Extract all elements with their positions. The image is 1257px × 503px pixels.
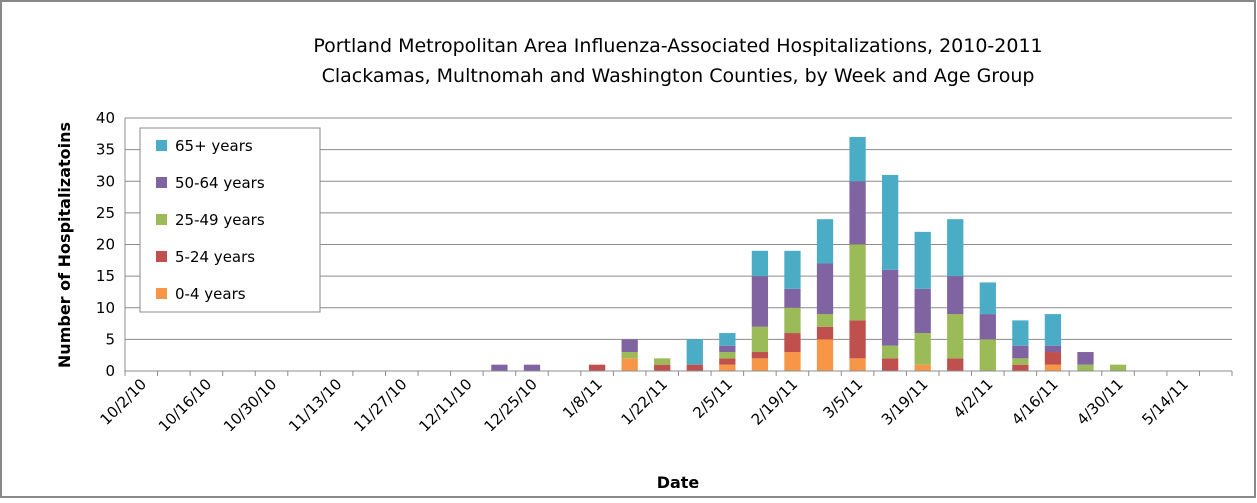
legend-label: 5-24 years bbox=[175, 248, 255, 266]
bar-segment bbox=[881, 358, 899, 371]
y-tick-label: 10 bbox=[96, 299, 115, 317]
bar-segment bbox=[686, 364, 703, 371]
y-tick-label: 20 bbox=[96, 236, 115, 254]
bar-segment bbox=[654, 358, 671, 365]
bar-segment bbox=[1109, 364, 1127, 371]
bar-segment bbox=[784, 352, 801, 371]
bar-segment bbox=[914, 364, 931, 371]
bar-segment bbox=[719, 358, 736, 365]
y-tick-label: 0 bbox=[105, 362, 115, 380]
bar-segment bbox=[979, 314, 996, 340]
bar-segment bbox=[816, 339, 834, 371]
bar-segment bbox=[719, 364, 736, 371]
bar-segment bbox=[947, 314, 964, 359]
bar-segment bbox=[979, 282, 996, 315]
y-tick-label: 40 bbox=[96, 109, 115, 127]
bar-segment bbox=[849, 244, 866, 321]
y-tick-label: 30 bbox=[96, 172, 115, 190]
bar-segment bbox=[816, 326, 834, 340]
y-tick-label: 35 bbox=[96, 141, 115, 159]
y-tick-label: 25 bbox=[96, 204, 115, 222]
bar-segment bbox=[784, 288, 801, 308]
bar-segment bbox=[816, 219, 834, 264]
legend-swatch bbox=[156, 288, 167, 299]
bar-segment bbox=[1044, 314, 1062, 346]
bar-segment bbox=[1012, 358, 1029, 365]
bar-segment bbox=[523, 364, 541, 371]
bar-segment bbox=[849, 358, 866, 371]
bar-segment bbox=[1077, 352, 1094, 365]
bar-segment bbox=[751, 276, 769, 327]
bar-segment bbox=[979, 339, 996, 371]
bar-segment bbox=[621, 358, 638, 371]
bar-segment bbox=[686, 339, 703, 365]
bar-segment bbox=[881, 269, 899, 346]
bar-segment bbox=[784, 307, 801, 334]
bar-segment bbox=[621, 352, 638, 359]
bar-segment bbox=[784, 250, 801, 289]
bar-segment bbox=[1077, 364, 1094, 371]
y-tick-label: 5 bbox=[105, 330, 115, 348]
bar-segment bbox=[1044, 352, 1062, 365]
legend-label: 25-49 years bbox=[175, 211, 265, 229]
legend-label: 50-64 years bbox=[175, 174, 265, 192]
legend-swatch bbox=[156, 251, 167, 262]
y-tick-label: 15 bbox=[96, 267, 115, 285]
y-axis-label: Number of Hospitalizatoins bbox=[55, 122, 74, 368]
bar-segment bbox=[1044, 364, 1062, 371]
legend-label: 0-4 years bbox=[175, 285, 246, 303]
bar-segment bbox=[719, 352, 736, 359]
bar-segment bbox=[947, 358, 964, 371]
bar-segment bbox=[719, 345, 736, 353]
bar-segment bbox=[784, 333, 801, 353]
bar-segment bbox=[719, 333, 736, 346]
bar-segment bbox=[914, 333, 931, 365]
legend-label: 65+ years bbox=[175, 137, 253, 155]
bar-segment bbox=[751, 250, 769, 277]
chart-title: Portland Metropolitan Area Influenza-Ass… bbox=[313, 35, 1042, 57]
bar-segment bbox=[914, 288, 931, 334]
bar-segment bbox=[881, 174, 899, 270]
bar-segment bbox=[654, 364, 671, 371]
legend-swatch bbox=[156, 140, 167, 151]
bar-segment bbox=[947, 219, 964, 277]
bar-segment bbox=[751, 358, 769, 371]
bar-segment bbox=[816, 263, 834, 315]
bar-segment bbox=[491, 364, 508, 371]
bar-segment bbox=[1012, 364, 1029, 371]
bar-segment bbox=[881, 345, 899, 359]
bar-segment bbox=[621, 339, 638, 353]
bar-segment bbox=[947, 276, 964, 315]
bar-segment bbox=[1044, 345, 1062, 353]
legend-swatch bbox=[156, 177, 167, 188]
bar-segment bbox=[1012, 345, 1029, 359]
x-axis-label: Date bbox=[657, 473, 700, 492]
bar-segment bbox=[751, 326, 769, 353]
legend-swatch bbox=[156, 214, 167, 225]
bar-segment bbox=[849, 320, 866, 359]
bar-segment bbox=[1012, 320, 1029, 346]
bar-segment bbox=[751, 352, 769, 359]
bar-segment bbox=[849, 136, 866, 182]
bar-segment bbox=[816, 314, 834, 327]
bar-segment bbox=[849, 181, 866, 245]
bar-segment bbox=[588, 364, 606, 371]
bar-segment bbox=[914, 231, 931, 289]
legend-box bbox=[139, 127, 321, 313]
chart-subtitle: Clackamas, Multnomah and Washington Coun… bbox=[322, 65, 1035, 87]
